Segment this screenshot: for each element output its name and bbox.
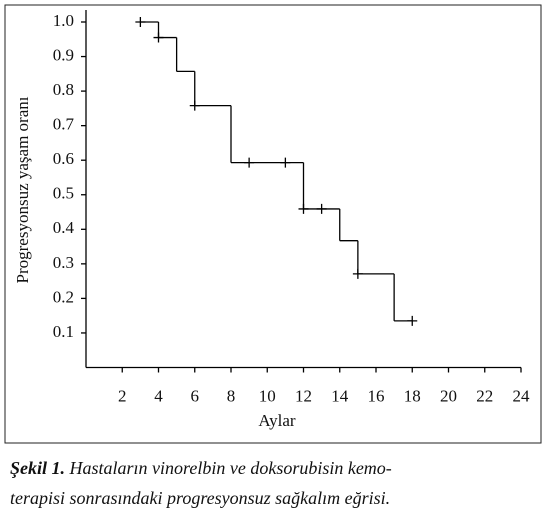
x-tick-label: 16 <box>368 386 385 405</box>
x-tick-label: 20 <box>440 386 457 405</box>
censor-mark <box>407 315 418 326</box>
x-tick-label: 22 <box>476 386 493 405</box>
y-tick-label: 0.7 <box>53 115 75 134</box>
y-tick-label: 0.8 <box>53 80 74 99</box>
y-tick-label: 0.5 <box>53 184 74 203</box>
censor-mark <box>189 100 200 111</box>
y-tick-label: 0.1 <box>53 322 74 341</box>
caption-label: Şekil 1. <box>10 458 65 478</box>
censor-mark <box>352 268 363 279</box>
y-tick-label: 1.0 <box>53 11 74 30</box>
x-tick-label: 2 <box>118 386 127 405</box>
y-axis-label: Progresyonsuz yaşam oranı <box>13 96 32 283</box>
censor-mark <box>153 32 164 43</box>
caption-line: Şekil 1. Hastaların vinorelbin ve doksor… <box>10 458 392 478</box>
y-tick-label: 0.2 <box>53 287 74 306</box>
x-tick-label: 4 <box>154 386 163 405</box>
x-tick-label: 8 <box>227 386 236 405</box>
y-tick-label: 0.9 <box>53 45 74 64</box>
x-tick-label: 10 <box>259 386 276 405</box>
y-tick-label: 0.6 <box>53 149 74 168</box>
censor-mark <box>135 17 146 27</box>
censor-mark <box>298 203 309 214</box>
y-tick-label: 0.3 <box>53 253 74 272</box>
censor-mark <box>244 157 255 168</box>
x-tick-label: 6 <box>191 386 200 405</box>
x-tick-label: 12 <box>295 386 312 405</box>
y-tick-label: 0.4 <box>53 218 75 237</box>
censor-mark <box>280 157 291 168</box>
caption-line: terapisi sonrasındaki progresyonsuz sağk… <box>10 488 390 508</box>
x-tick-label: 14 <box>331 386 349 405</box>
x-tick-label: 18 <box>404 386 421 405</box>
frame <box>4 4 542 444</box>
censor-mark <box>316 203 327 214</box>
x-tick-label: 24 <box>513 386 531 405</box>
caption-text: Hastaların vinorelbin ve doksorubisin ke… <box>69 458 392 478</box>
x-axis-label: Aylar <box>258 411 295 430</box>
